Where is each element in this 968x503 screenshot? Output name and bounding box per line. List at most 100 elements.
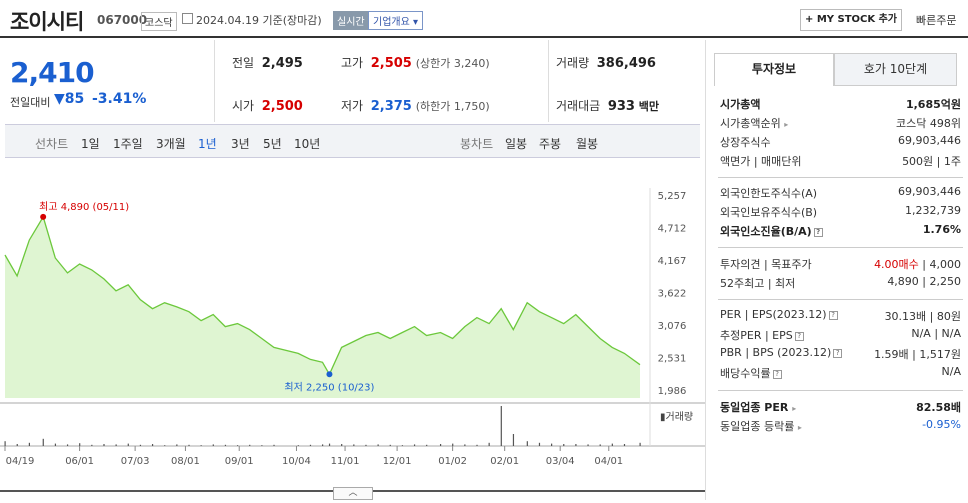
y-tick-label: 3,622 bbox=[658, 288, 687, 299]
tab-hoga-10[interactable]: 호가 10단계 bbox=[834, 53, 957, 86]
high-price: 고가 2,505 (상한가 3,240) bbox=[341, 56, 490, 71]
divider bbox=[718, 390, 963, 391]
market-cap-row: 시가총액 1,685억원 bbox=[720, 98, 961, 111]
x-tick-label: 04/19 bbox=[6, 456, 35, 467]
market-cap-rank-row[interactable]: 시가총액순위 ▸ 코스닥 498위 bbox=[720, 117, 961, 130]
volume-bar bbox=[488, 442, 490, 446]
period-1d[interactable]: 1일 bbox=[81, 137, 100, 151]
low-price: 저가 2,375 (하한가 1,750) bbox=[341, 99, 490, 114]
candle-weekly[interactable]: 주봉 bbox=[539, 137, 562, 151]
sector-per-row[interactable]: 동일업종 PER ▸ 82.58배 bbox=[720, 401, 961, 414]
max-label: 최고 4,890 (05/11) bbox=[39, 201, 129, 213]
change-label: 전일대비 bbox=[10, 96, 51, 109]
quote-date: 2024.04.19 기준(장마감) bbox=[196, 14, 322, 27]
volume-bar bbox=[639, 442, 641, 446]
volume-bar bbox=[91, 444, 93, 446]
help-icon[interactable]: ? bbox=[828, 310, 838, 320]
dividend-row: 배당수익률? N/A bbox=[720, 365, 961, 380]
help-icon[interactable]: ? bbox=[833, 348, 843, 358]
price-chart[interactable]: 5,257 4,712 4,167 3,622 3,076 2,531 1,986 최고 4,… bbox=[0, 158, 705, 500]
period-1w[interactable]: 1주일 bbox=[113, 137, 143, 151]
volume-bar bbox=[200, 445, 202, 446]
volume-bar bbox=[452, 443, 454, 446]
volume-bar bbox=[188, 444, 190, 446]
est-per-row: 추정PER | EPS? N/A | N/A bbox=[720, 327, 961, 342]
volume-bar bbox=[261, 445, 263, 446]
volume-bar bbox=[599, 444, 601, 446]
candle-chart-label: 봉차트 bbox=[460, 137, 494, 151]
quick-order-link[interactable]: 빠른주문 bbox=[916, 14, 957, 27]
expand-chart-button[interactable]: ︿ bbox=[333, 487, 373, 500]
volume-bar bbox=[139, 444, 142, 446]
foreign-holding-row: 외국인보유주식수(B) 1,232,739 bbox=[720, 204, 961, 219]
volume-bar bbox=[512, 434, 515, 446]
foreign-limit-row: 외국인한도주식수(A) 69,903,446 bbox=[720, 185, 961, 200]
volume-bar bbox=[79, 443, 81, 446]
realtime-button[interactable]: 실시간 bbox=[333, 11, 369, 30]
divider bbox=[548, 40, 549, 122]
candle-daily[interactable]: 일봉 bbox=[505, 137, 528, 151]
volume-bar bbox=[328, 443, 331, 446]
volume-bar bbox=[127, 443, 129, 446]
add-mystock-button[interactable]: + MY STOCK 추가 bbox=[800, 9, 902, 31]
volume-bar bbox=[426, 444, 428, 446]
x-tick-label: 11/01 bbox=[331, 456, 360, 467]
x-tick-label: 06/01 bbox=[65, 456, 94, 467]
volume-bar bbox=[249, 444, 251, 446]
volume-bar bbox=[16, 444, 18, 446]
x-tick-label: 08/01 bbox=[171, 456, 200, 467]
volume-bar bbox=[309, 444, 312, 446]
period-3m[interactable]: 3개월 bbox=[156, 137, 186, 151]
x-tick-label: 09/01 bbox=[225, 456, 254, 467]
x-tick-label: 07/03 bbox=[121, 456, 150, 467]
tab-invest-info[interactable]: 투자정보 bbox=[714, 53, 834, 86]
chart-toolbar: 선차트 1일 1주일 3개월 1년 3년 5년 10년 봉차트 일봉 주봉 월봉 bbox=[5, 124, 700, 158]
y-tick-label: 2,531 bbox=[658, 354, 687, 365]
period-5y[interactable]: 5년 bbox=[263, 137, 282, 151]
line-chart-label: 선차트 bbox=[35, 137, 69, 151]
per-eps-row: PER | EPS(2023.12)? 30.13배 | 80원 bbox=[720, 308, 961, 323]
volume-bar bbox=[575, 444, 577, 446]
volume-bar bbox=[273, 444, 275, 446]
period-10y[interactable]: 10년 bbox=[294, 137, 321, 151]
period-3y[interactable]: 3년 bbox=[231, 137, 250, 151]
volume-bar bbox=[439, 444, 442, 446]
listed-shares-row: 상장주식수 69,903,446 bbox=[720, 134, 961, 149]
chevron-down-icon: ▾ bbox=[413, 17, 419, 28]
volume-bar bbox=[4, 441, 6, 446]
period-1y[interactable]: 1년 bbox=[198, 137, 217, 151]
min-label: 최저 2,250 (10/23) bbox=[284, 381, 374, 393]
volume-bar bbox=[115, 444, 117, 446]
sector-rate-row[interactable]: 동일업종 등락률 ▸ -0.95% bbox=[720, 418, 961, 433]
volume-bar bbox=[297, 445, 299, 446]
volume-bar bbox=[401, 445, 404, 446]
y-tick-label: 3,076 bbox=[658, 321, 687, 332]
volume-bar bbox=[28, 442, 30, 446]
change-percent: -3.41% bbox=[92, 91, 147, 107]
x-tick-label: 02/01 bbox=[490, 456, 519, 467]
company-info-dropdown[interactable]: 기업개요 ▾ bbox=[368, 11, 424, 30]
volume-bar bbox=[563, 444, 565, 446]
stock-code: 067000 bbox=[97, 13, 148, 27]
candle-monthly[interactable]: 월봉 bbox=[576, 137, 599, 151]
volume-bar bbox=[103, 444, 105, 446]
help-icon[interactable]: ? bbox=[813, 227, 823, 237]
help-icon[interactable]: ? bbox=[772, 369, 782, 379]
52week-row: 52주최고 | 최저 4,890 | 2,250 bbox=[720, 275, 961, 290]
y-tick-label: 4,712 bbox=[658, 223, 687, 234]
arrow-right-icon: ▸ bbox=[797, 423, 802, 432]
volume-bar bbox=[476, 444, 478, 446]
price-chart-svg: 5,257 4,712 4,167 3,622 3,076 2,531 1,986 최고 4,… bbox=[0, 188, 705, 492]
volume-bar bbox=[365, 444, 367, 446]
volume-bar bbox=[413, 444, 416, 446]
volume-bar bbox=[42, 438, 44, 446]
volume-bar bbox=[164, 445, 166, 446]
help-icon[interactable]: ? bbox=[794, 331, 804, 341]
volume-legend: ▮거래량 bbox=[660, 411, 693, 423]
volume-bar bbox=[377, 444, 379, 446]
volume-bar bbox=[176, 444, 178, 446]
open-price: 시가 2,500 bbox=[232, 99, 303, 114]
volume-bar bbox=[341, 444, 343, 446]
volume-bar bbox=[54, 443, 57, 446]
y-tick-label: 4,167 bbox=[658, 256, 687, 267]
